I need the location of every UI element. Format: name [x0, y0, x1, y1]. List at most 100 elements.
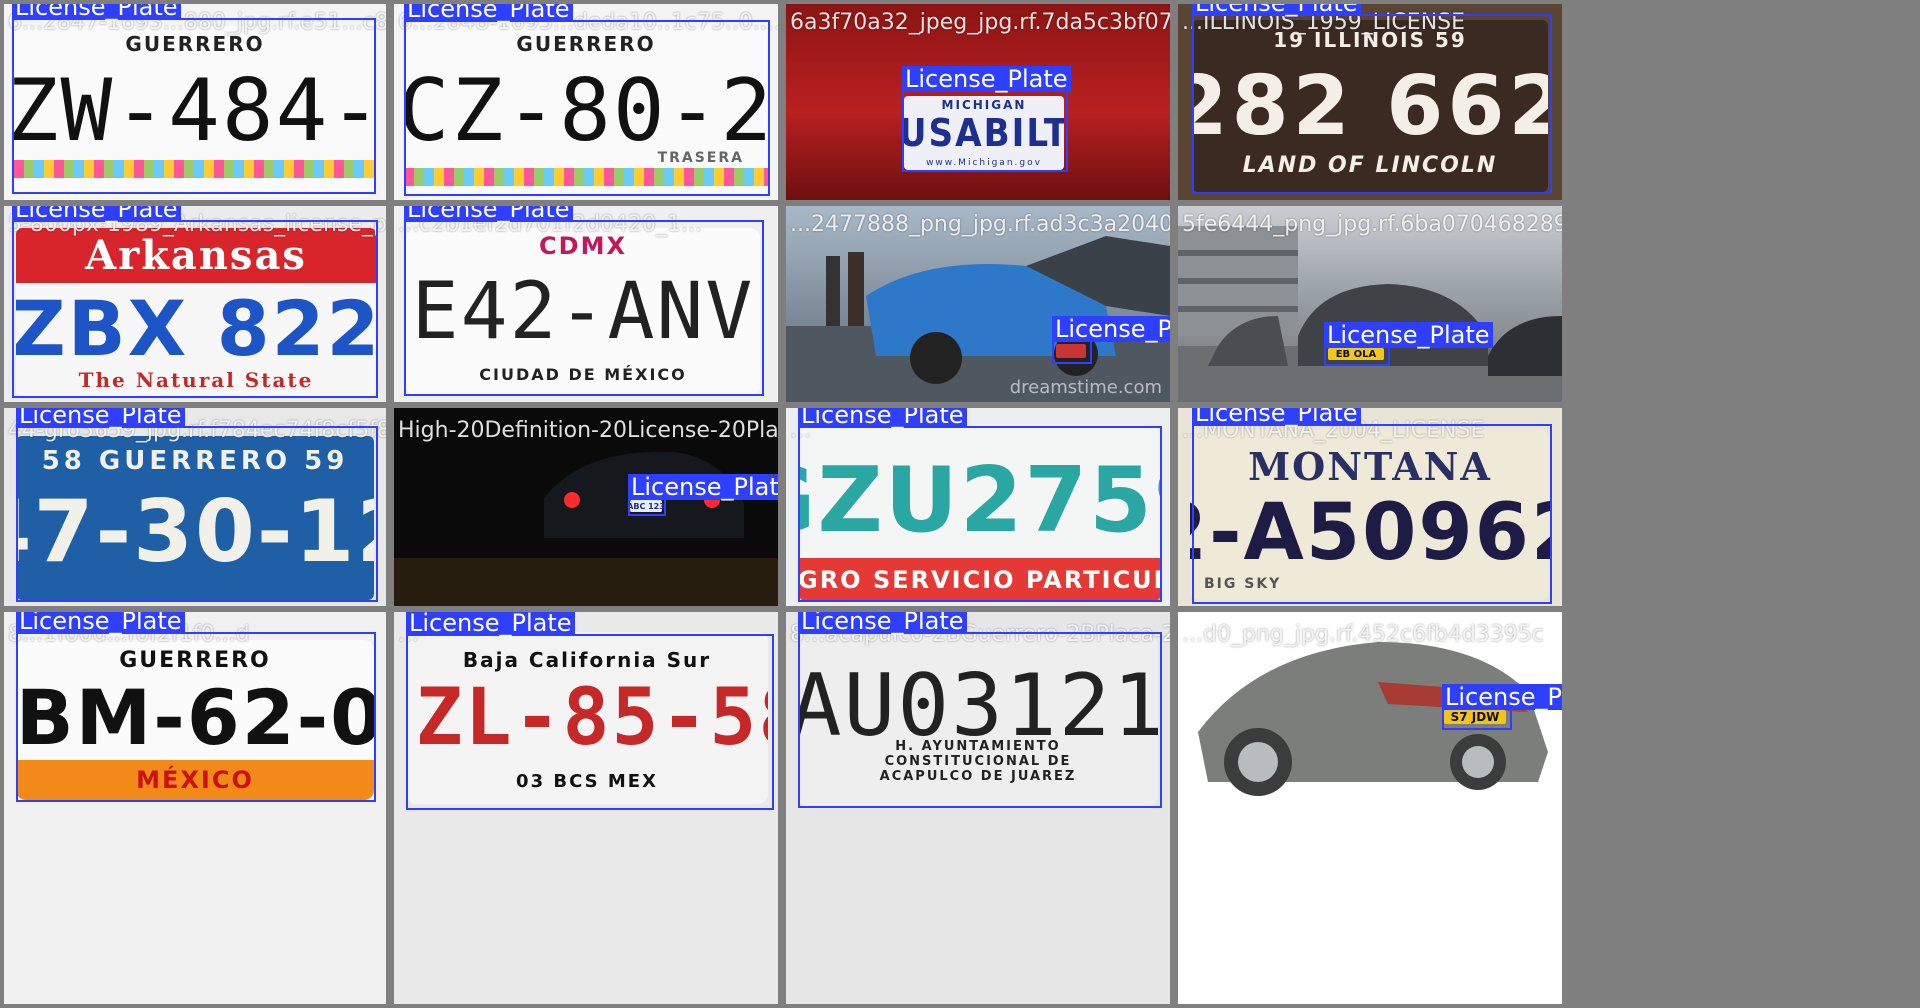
tile-6-plate-bottom: CIUDAD DE MÉXICO [479, 365, 687, 384]
tile-8-filename: 5fe6444_png_jpg.rf.6ba070468289c... [1182, 212, 1562, 237]
tile-6: ...c2b1ef2d701f2d0420_1... CDMX E42-ANV … [394, 206, 778, 402]
tile-11-plate-number: GZU2759 [798, 447, 1162, 553]
tile-13-bbox: License_Plate [16, 612, 376, 802]
tile-1-bbox: License_Plate [12, 4, 376, 194]
tile-2-plate-top: GUERRERO [516, 32, 656, 56]
tile-10: High-20Definition-20License-20Plate-2...… [394, 408, 778, 606]
tile-8: 5fe6444_png_jpg.rf.6ba070468289c... EB O… [1178, 206, 1562, 402]
grey-sports-car-scene [1198, 642, 1548, 796]
tile-4-plate: 19 ILLINOIS 59 282 662 LAND OF LINCOLN [1192, 20, 1548, 192]
tile-10-plate: ABC 123 [627, 500, 665, 512]
tile-15-bbox-label: License_Plate [798, 612, 967, 634]
tile-6-plate-number: E42-ANV [411, 267, 755, 357]
tile-15: 8...acapulco-2BGuerrero-2BPlaca-2BCars-2… [786, 612, 1170, 1004]
tile-13: 8...1f00d...f6f2f1f0...d GUERRERO HBM-62… [4, 612, 386, 1004]
tile-10-filename: High-20Definition-20License-20Plate-2... [398, 418, 778, 443]
tile-12-plate: MONTANA 2-A50962 BIG SKY [1190, 430, 1550, 600]
tile-4-plate-bottom: LAND OF LINCOLN [1242, 153, 1498, 178]
tile-1-plate-number: GZW-484-A [14, 61, 376, 161]
tile-5: 5-800px-1989_Arkansas_license_plate_(2..… [4, 206, 386, 402]
tile-9-plate-top: 58 GUERRERO 59 [41, 446, 349, 476]
tile-11: ... GZU2759 GRO SERVICIO PARTICULAR MEX … [786, 408, 1170, 606]
tile-14-plate-number: CZL-85-58 [406, 673, 768, 763]
tile-13-bbox-label: License_Plate [16, 612, 185, 634]
tile-14-bbox-label: License_Plate [406, 612, 575, 636]
tile-3-plate: MICHIGAN USABILT www.Michigan.gov [904, 96, 1064, 170]
tile-5-plate-number: ZBX 822 [16, 283, 376, 373]
tile-14-plate: Baja California Sur CZL-85-58 03 BCS MEX [406, 632, 768, 804]
tile-16: ...d0_png_jpg.rf.452c6fb4d3395c S7 JDW L… [1178, 612, 1562, 1004]
tile-8-plate: EB OLA [1328, 348, 1384, 360]
tile-8-bbox: License_Plate [1324, 322, 1493, 366]
tile-11-bbox: License_Plate [798, 408, 1162, 602]
tile-4-bbox-label: License_Plate [1192, 4, 1361, 16]
tile-8-bbox-label: License_Plate [1324, 322, 1493, 348]
tile-2-bbox: License_Plate [404, 4, 770, 196]
tile-7-watermark: dreamstime.com [1009, 377, 1162, 398]
tile-3-plate-top: MICHIGAN [941, 98, 1027, 112]
tile-12: ...MONTANA_2004_LICENSE MONTANA 2-A50962… [1178, 408, 1562, 606]
tile-14-plate-bottom: 03 BCS MEX [516, 771, 658, 792]
tile-16-plate: S7 JDW [1444, 710, 1506, 724]
tile-9-bbox-label: License_Plate [16, 408, 185, 428]
tile-2: 6...2848-1693...deda10..1c75..0....0 GUE… [394, 4, 778, 200]
tile-15-bbox: License_Plate [798, 612, 1162, 808]
tile-12-plate-bottom: BIG SKY [1204, 576, 1282, 592]
tile-5-plate-top: Arkansas [16, 228, 376, 283]
tile-13-plate: GUERRERO HBM-62-03 MÉXICO [16, 640, 374, 800]
tile-4-plate-top: 19 ILLINOIS 59 [1273, 28, 1467, 52]
tile-7-bbox-label: License_Plate [1052, 316, 1170, 342]
tile-6-plate-top: CDMX [539, 232, 627, 260]
tile-16-filename: ...d0_png_jpg.rf.452c6fb4d3395c [1182, 622, 1544, 647]
tile-15-plate-bottom: H. AYUNTAMIENTO CONSTITUCIONAL DE ACAPUL… [879, 739, 1077, 784]
tile-2-plate: GUERRERO HCZ-80-20 TRASERA [404, 26, 768, 196]
tile-12-bbox-label: License_Plate [1192, 408, 1361, 426]
tile-2-plate-bottom: TRASERA [657, 150, 744, 166]
tile-13-plate-number: HBM-62-03 [16, 672, 374, 762]
tile-16-bbox-label: License_Plate [1442, 684, 1562, 710]
tile-6-bbox-label: License_Plate [404, 206, 573, 222]
tile-14-bbox: License_Plate [406, 612, 774, 810]
tile-13-plate-top: GUERRERO [119, 648, 271, 673]
tile-3-bbox: License_Plate [902, 66, 1071, 172]
tile-15-plate: AU03121 H. AYUNTAMIENTO CONSTITUCIONAL D… [798, 636, 1158, 806]
tile-14-plate-top: Baja California Sur [462, 648, 712, 672]
tile-11-plate-bottom: GRO SERVICIO PARTICULAR MEX [798, 558, 1162, 602]
tile-6-plate: CDMX E42-ANV CIUDAD DE MÉXICO [406, 228, 760, 396]
tile-5-bbox: License_Plate [12, 206, 378, 398]
tile-11-bbox-label: License_Plate [798, 408, 967, 428]
tile-10-bbox: License_Plate [628, 474, 778, 516]
tile-4: ...ILLINOIS_1959_LICENSE 19 ILLINOIS 59 … [1178, 4, 1562, 200]
tile-11-plate: GZU2759 GRO SERVICIO PARTICULAR MEX [798, 426, 1162, 602]
tile-1: 6...2847-1693...880_jpg.rf.e51...c81a8 G… [4, 4, 386, 200]
tile-3-bbox-label: License_Plate [902, 66, 1071, 92]
tile-5-plate-bottom: The Natural State [78, 368, 314, 392]
tile-9-bbox: License_Plate [16, 408, 378, 602]
tile-13-plate-bottom: MÉXICO [16, 760, 374, 800]
tile-3-plate-number: USABILT [904, 111, 1064, 155]
tile-7-plate [1056, 344, 1086, 358]
tile-7-bbox: License_Plate [1052, 316, 1170, 364]
tile-7-filename: ...2477888_png_jpg.rf.ad3c3a2040335a6e..… [790, 212, 1170, 237]
tile-12-plate-number: 2-A50962 [1190, 488, 1550, 578]
tile-6-bbox: License_Plate [404, 206, 764, 396]
tile-5-plate: Arkansas ZBX 822 The Natural State [16, 228, 376, 396]
tile-10-bbox-label: License_Plate [628, 474, 778, 500]
tile-4-bbox: License_Plate [1192, 4, 1552, 194]
tile-9-plate: 58 GUERRERO 59 47-30-12 [16, 436, 374, 600]
tile-3-plate-bottom: www.Michigan.gov [926, 158, 1042, 168]
tile-3-filename: 6a3f70a32_jpeg_jpg.rf.7da5c3bf07fad45... [790, 10, 1170, 35]
tile-2-plate-number: HCZ-80-20 [404, 61, 768, 161]
tile-3: 6a3f70a32_jpeg_jpg.rf.7da5c3bf07fad45...… [786, 4, 1170, 200]
tile-4-plate-number: 282 662 [1192, 58, 1548, 154]
tile-7: ...2477888_png_jpg.rf.ad3c3a2040335a6e..… [786, 206, 1170, 402]
tile-1-plate-top: GUERRERO [125, 32, 265, 56]
tile-1-bbox-label: License_Plate [12, 4, 181, 20]
tile-5-bbox-label: License_Plate [12, 206, 181, 222]
tile-16-bbox: License_Plate [1442, 684, 1562, 730]
tile-2-bbox-label: License_Plate [404, 4, 573, 22]
tile-12-bbox: License_Plate [1192, 408, 1552, 604]
tile-9-plate-number: 47-30-12 [16, 482, 374, 582]
tile-9: 44-gro5659_jpg.rf.f784ec74f8cf5f84289bga… [4, 408, 386, 606]
